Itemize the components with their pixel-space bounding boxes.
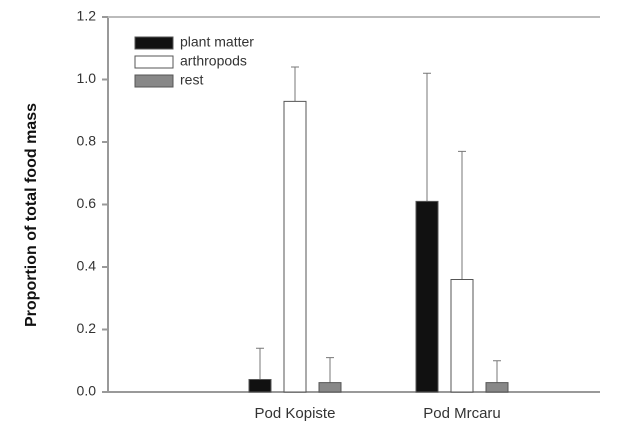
bar [415, 200, 439, 393]
y-tick-label: 0.6 [77, 195, 97, 211]
bar [450, 279, 474, 393]
bar [485, 382, 509, 393]
y-tick-label: 1.2 [77, 8, 97, 24]
legend-label: plant matter [180, 34, 254, 50]
x-tick-label: Pod Mrcaru [423, 405, 501, 422]
legend-swatch [134, 36, 174, 50]
legend-label: rest [180, 72, 203, 88]
y-tick-label: 0.8 [77, 133, 97, 149]
y-axis-title: Proportion of total food mass [23, 103, 40, 327]
bar [283, 100, 307, 393]
y-tick-label: 0.4 [77, 258, 97, 274]
y-tick-label: 1.0 [77, 70, 97, 86]
y-tick-label: 0.2 [77, 320, 97, 336]
legend-swatch [134, 74, 174, 88]
legend-swatch [134, 55, 174, 69]
bar [248, 379, 272, 393]
x-tick-label: Pod Kopiste [255, 405, 336, 422]
legend-label: arthropods [180, 53, 247, 69]
bar [318, 382, 342, 393]
y-tick-label: 0.0 [77, 383, 97, 399]
